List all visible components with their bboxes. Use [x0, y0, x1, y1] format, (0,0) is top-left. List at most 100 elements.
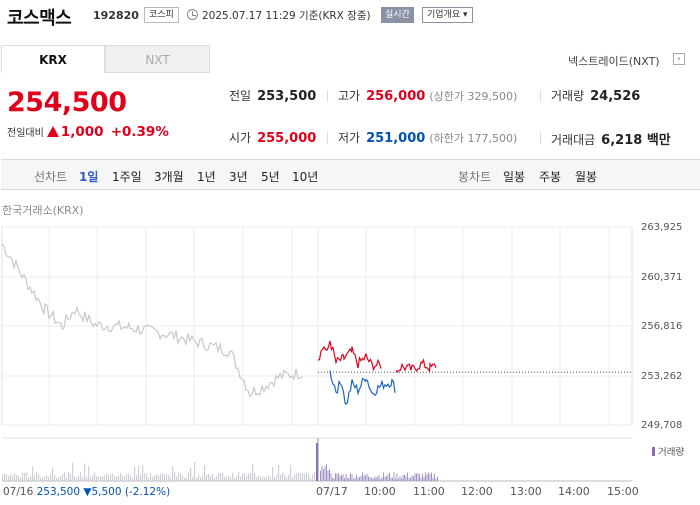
period-1w[interactable]: 1주일: [112, 170, 142, 184]
volume-bar: [240, 476, 242, 481]
volume-bar: [192, 476, 194, 481]
clock-icon: [187, 9, 198, 20]
volume-bar: [200, 477, 202, 481]
period-1d[interactable]: 1일: [79, 170, 99, 184]
stat-value: 255,000: [257, 131, 317, 146]
period-1y[interactable]: 1년: [197, 170, 216, 184]
nextrade-link[interactable]: 넥스트레이드(NXT) ›: [568, 53, 685, 69]
market-badge: 코스피: [144, 7, 179, 23]
volume-bar: [294, 474, 296, 481]
divider: [327, 90, 328, 102]
candle-monthly[interactable]: 월봉: [575, 170, 598, 184]
realtime-badge[interactable]: 실시간: [381, 7, 414, 23]
volume-bar: [226, 476, 228, 481]
volume-bar: [172, 466, 174, 481]
stat-amount: 거래대금 6,218 백만: [551, 129, 671, 148]
timestamp: 2025.07.17 11:29 기준(KRX 장중): [202, 10, 371, 22]
volume-bar: [341, 475, 342, 481]
volume-bar: [212, 474, 214, 481]
volume-bar: [252, 464, 254, 481]
volume-bar: [4, 473, 6, 481]
volume-bar: [417, 473, 419, 481]
stat-value: 24,526: [590, 89, 641, 104]
volume-bar: [327, 470, 329, 481]
volume-bar: [381, 477, 383, 481]
company-overview-dropdown[interactable]: 기업개요 ▾: [422, 7, 473, 23]
volume-bar: [262, 476, 264, 481]
volume-bar: [140, 475, 142, 481]
volume-bar: [118, 475, 120, 481]
volume-bar: [136, 475, 138, 481]
volume-bar: [190, 467, 192, 481]
volume-bar: [282, 472, 284, 481]
volume-bar: [58, 477, 60, 481]
volume-bar: [401, 478, 402, 481]
stat-low: 저가 251,000 (하한가 177,500): [338, 129, 517, 146]
divider: [540, 90, 541, 102]
volume-bar: [264, 477, 266, 481]
volume-bar: [24, 472, 26, 481]
tab-krx[interactable]: KRX: [1, 45, 105, 73]
candle-chart-label: 봉차트: [458, 170, 492, 184]
volume-bar: [54, 475, 56, 481]
volume-bar: [186, 477, 188, 481]
volume-bar: [314, 472, 316, 481]
volume-bar: [150, 473, 152, 481]
volume-bar: [347, 477, 348, 481]
volume-bar: [268, 475, 270, 481]
volume-bar: [18, 475, 20, 481]
chevron-right-icon[interactable]: ›: [673, 53, 685, 65]
volume-bar: [365, 475, 366, 481]
stat-value: 253,500: [257, 89, 317, 104]
volume-bar: [158, 475, 160, 481]
volume-bar: [286, 477, 288, 481]
period-5y[interactable]: 5년: [261, 170, 280, 184]
tab-nxt[interactable]: NXT: [105, 45, 210, 73]
volume-bar: [437, 476, 438, 481]
volume-bar-open: [316, 443, 318, 481]
volume-bar: [104, 475, 106, 481]
volume-bar: [174, 472, 176, 481]
volume-bar: [166, 474, 168, 481]
volume-bar: [230, 476, 232, 481]
volume-bar: [312, 474, 314, 481]
volume-bar: [76, 477, 78, 481]
volume-bar: [428, 472, 429, 481]
volume-bar: [380, 478, 381, 481]
volume-bar: [399, 476, 401, 481]
period-10y[interactable]: 10년: [292, 170, 319, 184]
volume-bar: [112, 473, 114, 481]
prev-day-summary: 07/16 253,500 ▼5,500 (-2.12%): [3, 486, 170, 498]
period-3m[interactable]: 3개월: [154, 170, 184, 184]
volume-bar: [80, 472, 82, 481]
stat-label: 고가: [338, 89, 361, 103]
stat-label: 저가: [338, 131, 361, 145]
volume-bar: [250, 473, 252, 481]
volume-bar: [298, 472, 300, 481]
volume-bar: [335, 473, 336, 481]
volume-bar: [8, 475, 10, 481]
prev-day-summary-text: 07/16 253,500 ▼5,500 (-2.12%): [3, 486, 171, 498]
stat-value: 6,218 백만: [601, 133, 671, 148]
volume-bar: [214, 477, 216, 481]
volume-bar: [290, 465, 292, 481]
y-tick-label: 256,816: [641, 321, 683, 332]
volume-bar: [270, 477, 272, 481]
volume-bar: [152, 476, 154, 481]
volume-bar: [419, 474, 420, 481]
candle-daily[interactable]: 일봉: [503, 170, 526, 184]
period-3y[interactable]: 3년: [229, 170, 248, 184]
volume-bar: [48, 476, 50, 481]
volume-bar: [184, 477, 186, 481]
volume-bar: [52, 467, 54, 481]
volume-bar: [302, 473, 304, 481]
volume-bar: [434, 473, 435, 481]
volume-bar: [206, 474, 208, 481]
candle-weekly[interactable]: 주봉: [539, 170, 562, 184]
volume-bar: [14, 473, 16, 481]
volume-bar: [182, 475, 184, 481]
volume-bar: [68, 472, 70, 481]
volume-bar: [360, 475, 362, 481]
volume-bar: [390, 477, 392, 481]
volume-bar: [371, 478, 372, 481]
